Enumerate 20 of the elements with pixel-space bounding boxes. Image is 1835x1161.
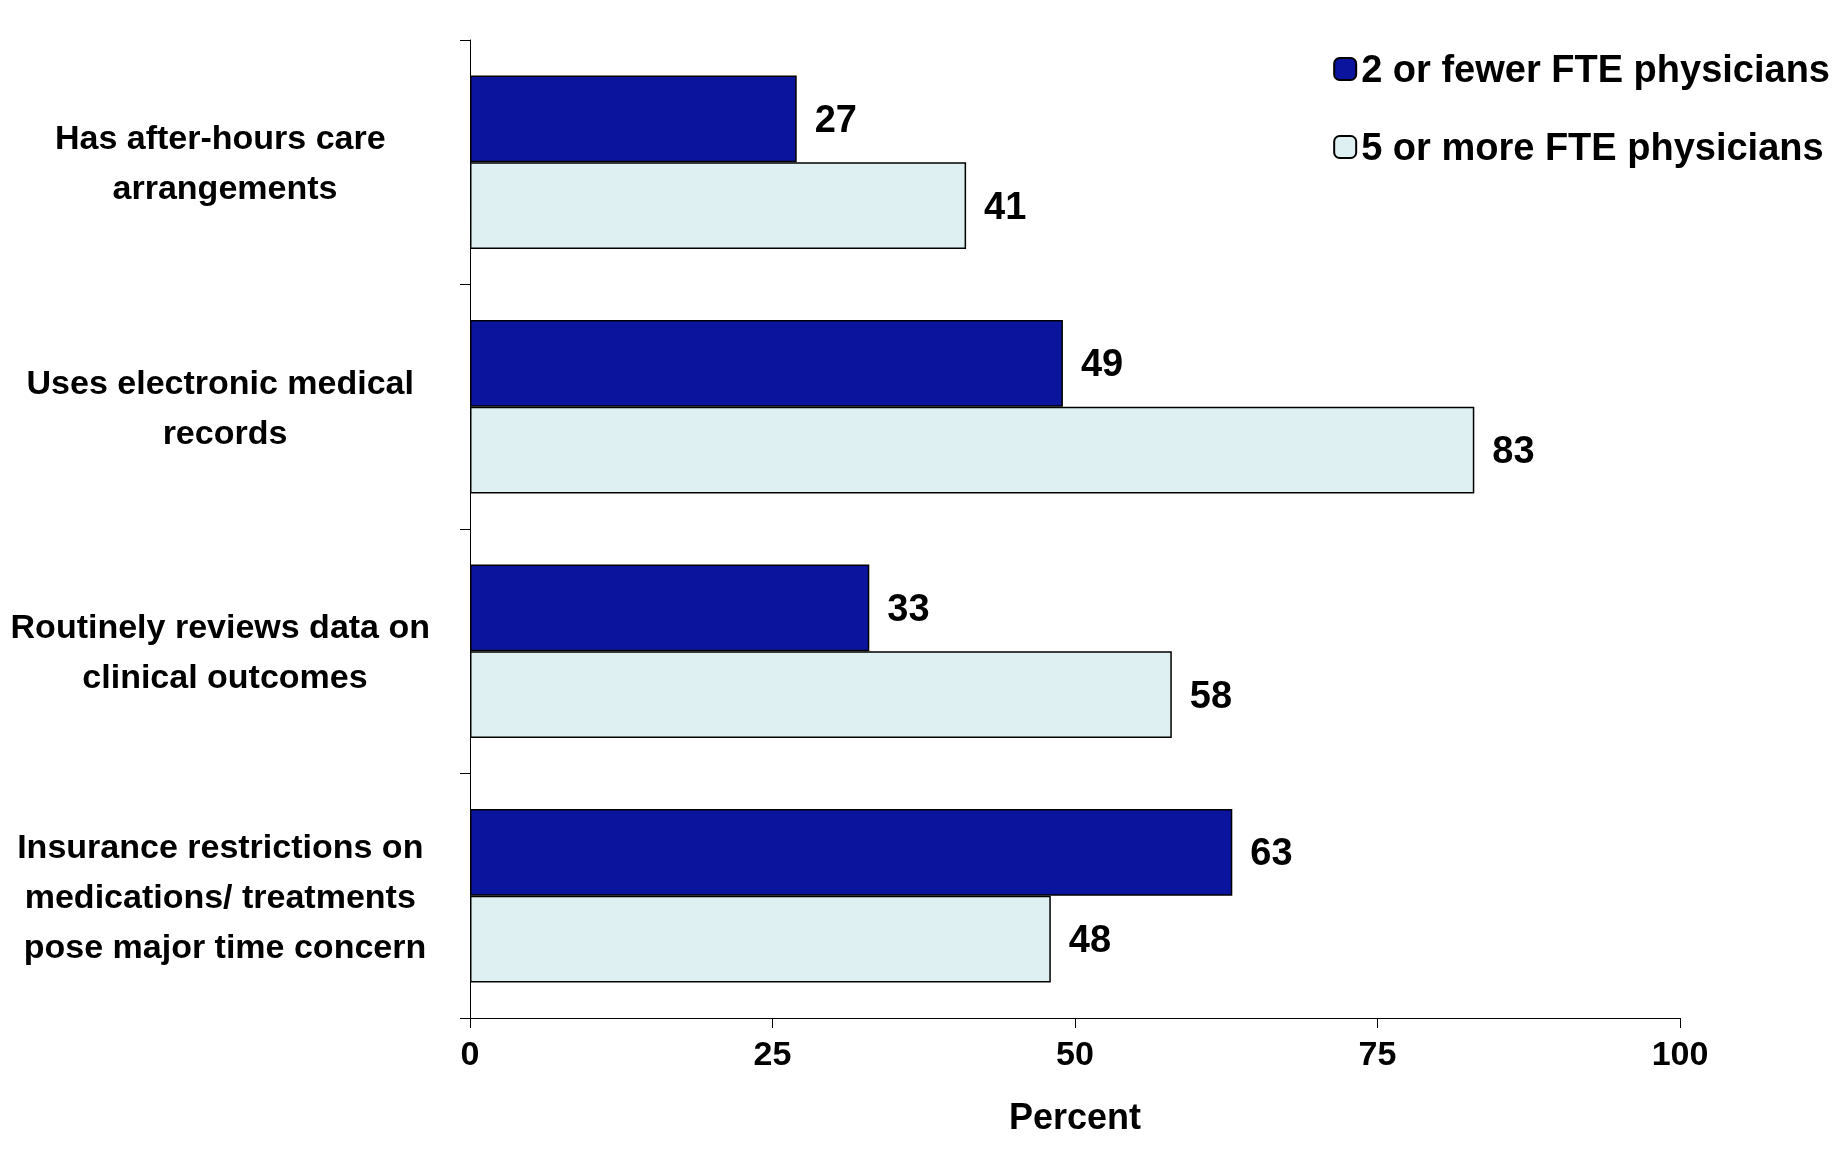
data-label: 48 (1068, 918, 1112, 961)
data-label: 83 (1492, 429, 1535, 472)
x-tick-label: 100 (1651, 1034, 1709, 1072)
data-label: 33 (887, 586, 930, 629)
data-label: 58 (1189, 673, 1233, 716)
y-tick-label: Uses electronic medical records (26, 362, 424, 451)
x-tick-label: 50 (1056, 1034, 1094, 1072)
y-tick-label: Routinely reviews data on clinical outcomes (10, 607, 440, 696)
x-axis-title: Percent (1008, 1095, 1142, 1137)
x-tick-label: 25 (753, 1034, 792, 1072)
x-tick-label: 75 (1358, 1034, 1397, 1072)
x-tick-label: 0 (460, 1034, 480, 1072)
data-label: 41 (984, 184, 1027, 227)
data-label: 27 (814, 97, 857, 140)
y-tick-label: Has after-hours care arrangements (54, 118, 396, 207)
legend-label: 5 or more FTE physicians (1361, 126, 1824, 168)
data-label: 49 (1080, 342, 1124, 385)
legend-label: 2 or fewer FTE physicians (1361, 48, 1831, 90)
y-tick-label: Insurance restrictions on medications/ treatments pose major time concern (17, 826, 433, 965)
data-label: 63 (1250, 831, 1293, 874)
